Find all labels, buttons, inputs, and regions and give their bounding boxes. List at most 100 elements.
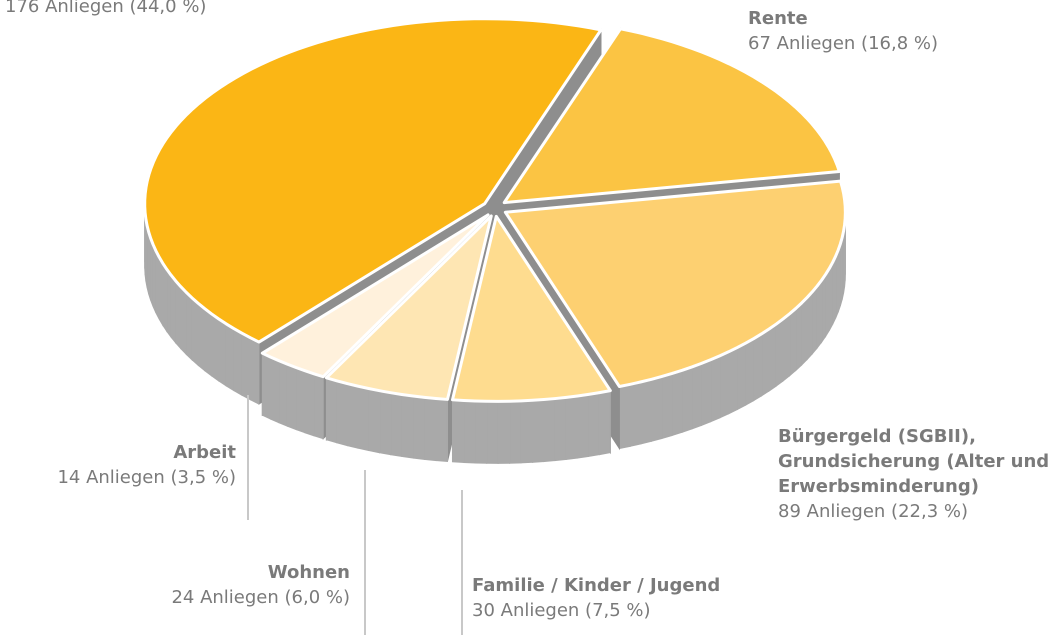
slice-side bbox=[401, 393, 414, 459]
slice-side bbox=[681, 366, 693, 433]
slice-side bbox=[166, 267, 172, 339]
slice-side bbox=[346, 382, 359, 449]
slice bbox=[143, 17, 603, 344]
slice-side bbox=[463, 399, 476, 464]
slice-side bbox=[278, 359, 288, 427]
slice-side bbox=[261, 352, 271, 420]
slice-side bbox=[816, 278, 823, 350]
value-label: 14 Anliegen (3,5 %) bbox=[57, 467, 236, 488]
slice-side bbox=[233, 327, 243, 397]
slice-side bbox=[497, 400, 511, 464]
slice-side bbox=[295, 366, 306, 434]
slice-side bbox=[412, 395, 425, 460]
slice bbox=[260, 213, 490, 379]
slice-side bbox=[531, 399, 545, 463]
slice-side bbox=[170, 273, 177, 345]
slice-side bbox=[691, 362, 702, 430]
slice-side bbox=[736, 342, 747, 411]
slice-side bbox=[218, 317, 227, 387]
slice-side bbox=[225, 322, 235, 392]
slice-label: Rente 67 Anliegen (16,8 %) bbox=[748, 6, 938, 56]
slice-side bbox=[197, 302, 206, 372]
slice-side bbox=[811, 284, 818, 356]
slice-side bbox=[269, 356, 280, 424]
slice-side bbox=[325, 377, 338, 444]
slice-side bbox=[775, 317, 784, 388]
slice bbox=[324, 214, 493, 401]
slice bbox=[503, 179, 847, 389]
slice-side bbox=[795, 301, 803, 372]
slice-label: Familie / Kinder / Jugend 30 Anliegen (7,… bbox=[472, 573, 720, 623]
slice-label: Arbeit 14 Anliegen (3,5 %) bbox=[57, 440, 236, 490]
slice-side bbox=[474, 400, 488, 464]
slice-side bbox=[304, 370, 315, 437]
value-label: 24 Anliegen (6,0 %) bbox=[171, 587, 350, 608]
slice-label: 176 Anliegen (44,0 %) bbox=[5, 0, 206, 19]
slice-label: Bürgergeld (SGBII), Grundsicherung (Alte… bbox=[778, 424, 1063, 524]
slice-side bbox=[719, 350, 730, 419]
category-name: Rente bbox=[748, 8, 808, 29]
slice-side bbox=[753, 332, 763, 402]
slice-side bbox=[761, 328, 770, 397]
value-label: 176 Anliegen (44,0 %) bbox=[5, 0, 207, 17]
slice-side bbox=[204, 307, 212, 377]
category-name: Wohnen bbox=[267, 562, 350, 583]
slice-side bbox=[618, 383, 631, 450]
slice-side bbox=[162, 261, 168, 333]
slice-side bbox=[336, 380, 348, 447]
slice-side bbox=[158, 255, 164, 327]
slice-side bbox=[286, 363, 297, 431]
slice-side bbox=[598, 390, 611, 456]
slice-side bbox=[185, 291, 193, 361]
slice-side bbox=[745, 337, 755, 406]
slice-side bbox=[588, 392, 600, 458]
slice-side bbox=[191, 296, 199, 367]
slice-side bbox=[451, 399, 465, 464]
slice-side bbox=[782, 312, 791, 383]
slice-side bbox=[629, 381, 642, 447]
slice-label: Wohnen 24 Anliegen (6,0 %) bbox=[171, 560, 350, 610]
slice-side bbox=[768, 323, 777, 392]
category-name: Familie / Kinder / Jugend bbox=[472, 575, 721, 596]
slice-side bbox=[565, 395, 578, 460]
slice-side bbox=[520, 399, 533, 464]
slice bbox=[502, 27, 841, 205]
slice-side bbox=[700, 358, 712, 427]
slice-side bbox=[423, 396, 437, 462]
slice-side bbox=[821, 272, 827, 344]
slice-side bbox=[313, 373, 324, 440]
slice-side bbox=[661, 372, 673, 440]
slice-side bbox=[801, 296, 808, 367]
slice-side bbox=[379, 390, 392, 456]
slice-side bbox=[728, 346, 738, 415]
slice-side bbox=[390, 392, 403, 458]
slice-side bbox=[554, 396, 567, 462]
slice-side bbox=[671, 369, 683, 437]
slice-side bbox=[710, 354, 721, 423]
slice-side bbox=[210, 312, 220, 382]
slice-side bbox=[543, 398, 556, 463]
slice-side bbox=[175, 279, 182, 350]
slice-side bbox=[806, 290, 813, 361]
slice bbox=[450, 214, 612, 403]
slice-side bbox=[509, 400, 522, 464]
value-label: 89 Anliegen (22,3 %) bbox=[778, 501, 969, 522]
slice-side bbox=[435, 397, 448, 462]
slice-side bbox=[486, 400, 499, 464]
slice-side bbox=[576, 393, 590, 459]
slice-side bbox=[241, 332, 251, 401]
slice-side bbox=[368, 387, 381, 454]
slice-side bbox=[825, 266, 830, 339]
category-name: Arbeit bbox=[173, 442, 236, 463]
slice-side bbox=[180, 285, 187, 356]
slice-side bbox=[357, 385, 370, 452]
slice-side bbox=[789, 307, 797, 377]
category-name: Bürgergeld (SGBII), Grundsicherung (Alte… bbox=[778, 426, 1050, 497]
value-label: 67 Anliegen (16,8 %) bbox=[748, 33, 939, 54]
slice-side bbox=[651, 375, 663, 442]
slice-side bbox=[249, 336, 260, 405]
value-label: 30 Anliegen (7,5 %) bbox=[472, 600, 651, 621]
slice-side bbox=[640, 378, 653, 445]
